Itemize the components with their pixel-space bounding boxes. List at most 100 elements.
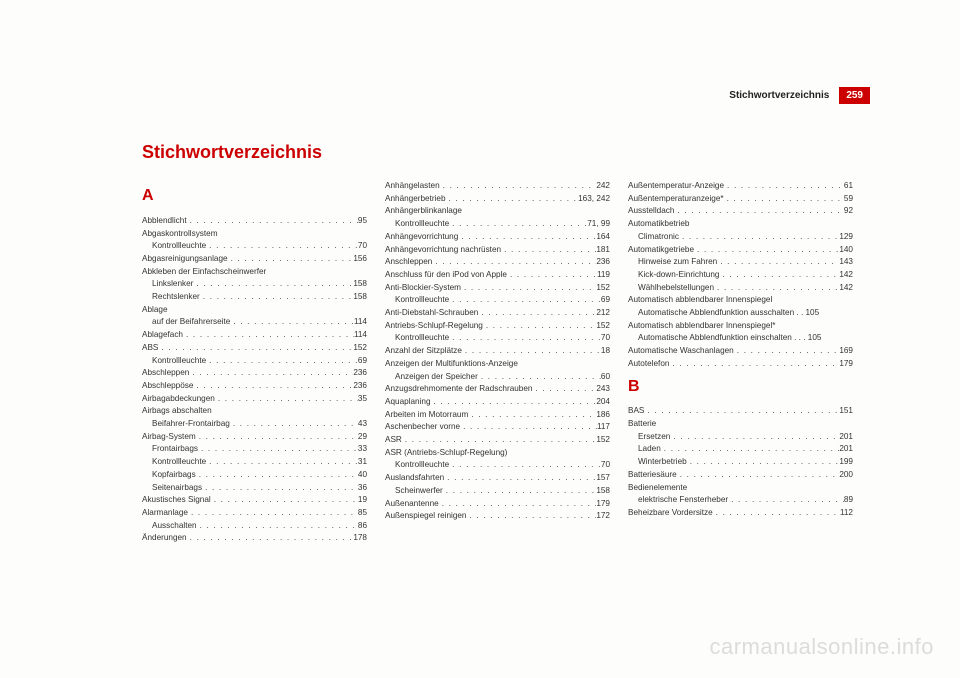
entry-label: Autotelefon — [628, 358, 669, 371]
entry-dots: . . . . . . . . . . . . . . . . . . . . … — [670, 431, 839, 444]
entry-label: Abkleben der Einfachscheinwerfer — [142, 266, 266, 279]
index-entry: ASR . . . . . . . . . . . . . . . . . . … — [385, 434, 610, 447]
entry-page: 156 — [353, 253, 367, 266]
entry-dots: . . . . . . . . . . . . . . . . . . . . … — [230, 418, 358, 431]
entry-dots: . . . . . . . . . . . . . . . . . . . . … — [197, 520, 358, 533]
index-entry: Anzahl der Sitzplätze . . . . . . . . . … — [385, 345, 610, 358]
entry-page: 157 — [596, 472, 610, 485]
index-entry: Arbeiten im Motorraum . . . . . . . . . … — [385, 409, 610, 422]
entry-label: Anzeigen der Multifunktions-Anzeige — [385, 358, 518, 371]
index-entry: Anhängelasten . . . . . . . . . . . . . … — [385, 180, 610, 193]
entry-label: Hinweise zum Fahren — [638, 256, 717, 269]
index-entry: Kopfairbags . . . . . . . . . . . . . . … — [142, 469, 367, 482]
entry-page: 59 — [844, 193, 853, 206]
entry-page: 142 — [839, 269, 853, 282]
index-column: AAbblendlicht . . . . . . . . . . . . . … — [142, 180, 367, 545]
entry-dots: . . . . . . . . . . . . . . . . . . . . … — [483, 320, 596, 333]
index-entry: Anhängevorrichtung nachrüsten . . . . . … — [385, 244, 610, 257]
entry-label: Anzugsdrehmomente der Radschrauben — [385, 383, 532, 396]
entry-label: elektrische Fensterheber — [638, 494, 728, 507]
index-entry: BAS . . . . . . . . . . . . . . . . . . … — [628, 405, 853, 418]
entry-dots: . . . . . . . . . . . . . . . . . . . . … — [449, 459, 601, 472]
entry-page: 152 — [353, 342, 367, 355]
index-entry: Airbag-System . . . . . . . . . . . . . … — [142, 431, 367, 444]
entry-label: Kontrollleuchte — [152, 355, 206, 368]
entry-dots: . . . . . . . . . . . . . . . . . . . . … — [211, 494, 358, 507]
entry-page: 86 — [358, 520, 367, 533]
entry-label: Batterie — [628, 418, 656, 431]
entry-dots: . . . . . . . . . . . . . . . . . . . . … — [458, 231, 596, 244]
entry-label: Akustisches Signal — [142, 494, 211, 507]
entry-label: Anti-Blockier-System — [385, 282, 461, 295]
entry-page: 85 — [358, 507, 367, 520]
entry-label: Batteriesäure — [628, 469, 677, 482]
entry-label: Aquaplaning — [385, 396, 431, 409]
entry-page: 112 — [840, 507, 853, 520]
page-header: Stichwortverzeichnis 259 — [729, 87, 870, 104]
index-entry: Abgasreinigungsanlage . . . . . . . . . … — [142, 253, 367, 266]
entry-label: Außentemperaturanzeige* — [628, 193, 724, 206]
entry-label: Beheizbare Vordersitze — [628, 507, 713, 520]
entry-page: 201 — [839, 443, 853, 456]
entry-page: 204 — [596, 396, 610, 409]
index-entry: Autotelefon . . . . . . . . . . . . . . … — [628, 358, 853, 371]
entry-dots: . . . . . . . . . . . . . . . . . . . . … — [734, 345, 840, 358]
entry-label: Anschluss für den iPod von Apple — [385, 269, 507, 282]
entry-label: Kontrollleuchte — [395, 218, 449, 231]
entry-dots: . . . . . . . . . . . . . . . . . . . . … — [717, 256, 839, 269]
watermark: carmanualsonline.info — [709, 634, 934, 660]
index-entry: Aquaplaning . . . . . . . . . . . . . . … — [385, 396, 610, 409]
entry-dots: . . . . . . . . . . . . . . . . . . . . … — [432, 256, 596, 269]
entry-dots: . . . . . . . . . . . . . . . . . . . . … — [443, 485, 597, 498]
entry-page: 236 — [353, 380, 367, 393]
entry-page: 35 — [358, 393, 367, 406]
index-entry: Seitenairbags . . . . . . . . . . . . . … — [142, 482, 367, 495]
index-entry: Automatisch abblendbarer Innenspiegel . … — [628, 294, 853, 307]
index-entry: Ablagefach . . . . . . . . . . . . . . .… — [142, 329, 367, 342]
entry-label: Airbags abschalten — [142, 405, 212, 418]
entry-dots: . . . . . . . . . . . . . . . . . . . . … — [196, 469, 358, 482]
index-entry: Kontrollleuchte . . . . . . . . . . . . … — [142, 355, 367, 368]
main-title: Stichwortverzeichnis — [142, 142, 322, 163]
entry-page: 236 — [596, 256, 610, 269]
index-entry: Außenantenne . . . . . . . . . . . . . .… — [385, 498, 610, 511]
entry-dots: . . . . . . . . . . . . . . . . . . . . … — [719, 269, 839, 282]
entry-dots: . . . . . . . . . . . . . . . . . . . . … — [431, 396, 597, 409]
index-entry: Rechtslenker . . . . . . . . . . . . . .… — [142, 291, 367, 304]
entry-label: Anti-Diebstahl-Schrauben — [385, 307, 478, 320]
index-entry: Anti-Blockier-System . . . . . . . . . .… — [385, 282, 610, 295]
entry-page: 31 — [358, 456, 367, 469]
entry-page: 36 — [358, 482, 367, 495]
entry-dots: . . . . . . . . . . . . . . . . . . . . … — [507, 269, 597, 282]
header-title: Stichwortverzeichnis — [729, 87, 835, 104]
entry-label: BAS — [628, 405, 644, 418]
index-entry: Airbagabdeckungen . . . . . . . . . . . … — [142, 393, 367, 406]
entry-label: Automatikgetriebe — [628, 244, 694, 257]
entry-label: Automatische Abblendfunktion einschalten… — [638, 332, 821, 345]
index-entry: Automatisch abblendbarer Innenspiegel* .… — [628, 320, 853, 333]
entry-label: Kontrollleuchte — [395, 294, 449, 307]
entry-dots: . . . . . . . . . . . . . . . . . . . . … — [466, 510, 596, 523]
index-entry: auf der Beifahrerseite . . . . . . . . .… — [142, 316, 367, 329]
page-number-badge: 259 — [839, 87, 870, 104]
index-entry: ABS . . . . . . . . . . . . . . . . . . … — [142, 342, 367, 355]
index-column: Anhängelasten . . . . . . . . . . . . . … — [385, 180, 610, 545]
index-entry: Abgaskontrollsystem . . . . . . . . . . … — [142, 228, 367, 241]
entry-label: Änderungen — [142, 532, 187, 545]
entry-dots: . . . . . . . . . . . . . . . . . . . . … — [198, 443, 358, 456]
index-entry: Anzeigen der Speicher . . . . . . . . . … — [385, 371, 610, 384]
index-column: Außentemperatur-Anzeige . . . . . . . . … — [628, 180, 853, 545]
entry-dots: . . . . . . . . . . . . . . . . . . . . … — [644, 405, 839, 418]
index-entry: elektrische Fensterheber . . . . . . . .… — [628, 494, 853, 507]
entry-label: Außenspiegel reinigen — [385, 510, 466, 523]
entry-page: 152 — [596, 320, 610, 333]
entry-dots: . . . . . . . . . . . . . . . . . . . . … — [187, 532, 354, 545]
entry-page: 172 — [596, 510, 610, 523]
entry-label: Abgasreinigungsanlage — [142, 253, 228, 266]
index-entry: Kick-down-Einrichtung . . . . . . . . . … — [628, 269, 853, 282]
section-letter: A — [142, 184, 367, 209]
entry-dots: . . . . . . . . . . . . . . . . . . . . … — [724, 193, 844, 206]
entry-label: Kontrollleuchte — [395, 459, 449, 472]
entry-label: Ausschalten — [152, 520, 197, 533]
entry-page: 181 — [596, 244, 610, 257]
